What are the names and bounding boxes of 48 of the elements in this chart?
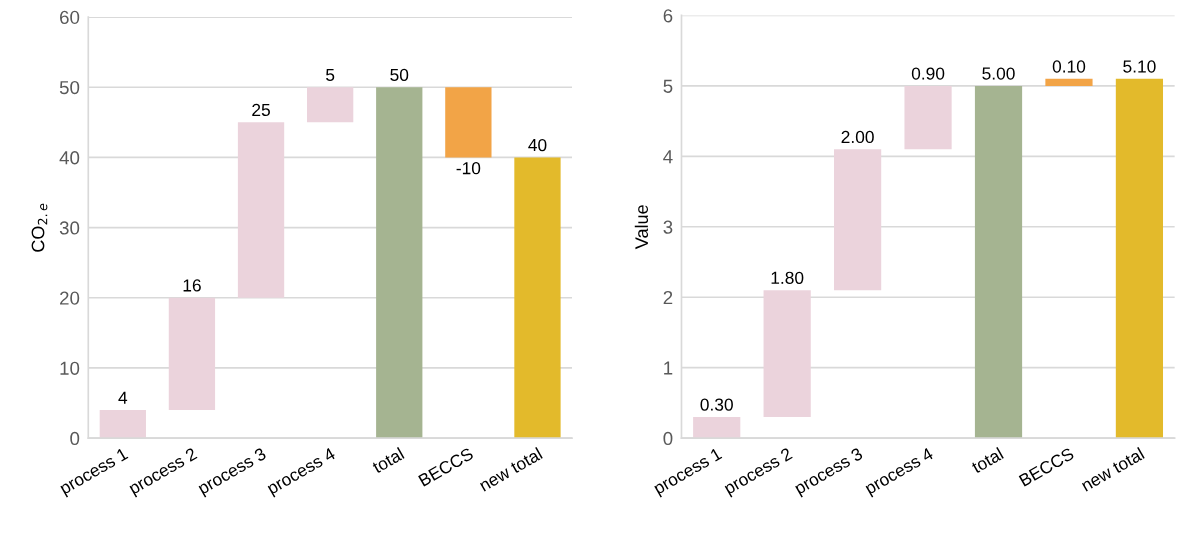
- y-axis-title: CO$_{2.e}$: [31, 203, 48, 252]
- y-tick-label: 50: [59, 80, 80, 95]
- bar: [974, 85, 1023, 439]
- y-tick-label: 20: [60, 291, 80, 305]
- bar: [376, 87, 423, 439]
- data-label: 0.10: [1052, 60, 1086, 73]
- y-tick-label: 3: [663, 220, 673, 234]
- bar: [1115, 78, 1164, 439]
- x-tick-label: new total: [1080, 447, 1145, 492]
- data-label: 5.10: [1123, 60, 1156, 73]
- data-label: 2.00: [841, 130, 874, 144]
- y-tick-label: 6: [663, 9, 673, 23]
- y-tick-label: 2: [663, 290, 673, 305]
- bar: [693, 416, 741, 439]
- data-label: 5: [326, 68, 335, 82]
- y-tick-label: 30: [59, 221, 80, 235]
- bar: [1045, 78, 1093, 86]
- y-tick-label: 10: [60, 361, 80, 375]
- x-tick-label: total: [970, 447, 1004, 474]
- bar: [904, 85, 952, 150]
- data-label: 1.80: [771, 271, 804, 284]
- data-label: 40: [528, 138, 547, 152]
- data-label: 0.30: [700, 398, 733, 411]
- bar: [307, 87, 354, 123]
- y-tick-label: 40: [59, 151, 80, 165]
- bar: [514, 157, 561, 439]
- x-tick-label: new total: [478, 447, 543, 492]
- y-tick-label: 5: [663, 79, 673, 93]
- bar: [168, 297, 216, 411]
- data-label: 50: [390, 68, 409, 82]
- y-tick-label: 4: [663, 150, 673, 164]
- y-axis-title: Value: [634, 205, 649, 250]
- y-tick-label: 60: [60, 10, 80, 25]
- bar: [237, 122, 285, 298]
- y-tick-label: 0: [663, 431, 673, 446]
- y-tick-label: 1: [664, 361, 673, 375]
- bar: [834, 149, 882, 291]
- data-label: 16: [183, 279, 201, 292]
- bar: [99, 410, 146, 439]
- data-label: -10: [456, 162, 481, 175]
- bar: [763, 290, 811, 417]
- data-label: 25: [252, 103, 270, 117]
- y-tick-label: 0: [70, 431, 80, 446]
- data-label: 4: [118, 391, 128, 404]
- bar: [445, 87, 492, 158]
- data-label: 0.90: [911, 67, 945, 80]
- x-tick-label: total: [371, 447, 405, 474]
- data-label: 5.00: [982, 67, 1015, 80]
